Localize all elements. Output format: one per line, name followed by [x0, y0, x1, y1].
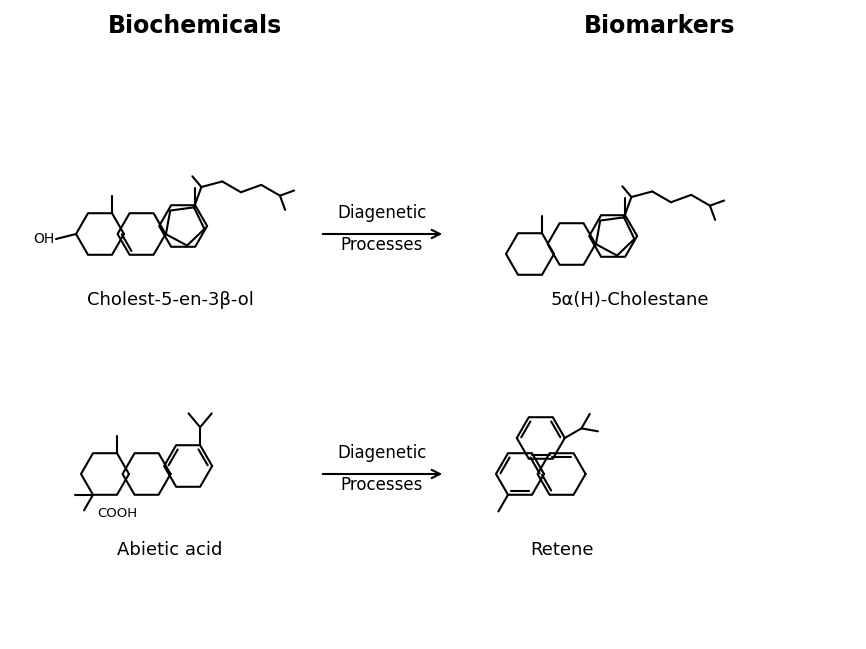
Text: Retene: Retene [530, 541, 593, 559]
Text: OH: OH [33, 232, 54, 246]
Text: Processes: Processes [341, 476, 423, 494]
Text: Diagenetic: Diagenetic [338, 204, 427, 222]
Text: COOH: COOH [97, 507, 137, 520]
Text: Processes: Processes [341, 236, 423, 254]
Text: Abietic acid: Abietic acid [117, 541, 223, 559]
Text: Cholest-5-en-3β-ol: Cholest-5-en-3β-ol [87, 291, 254, 309]
Text: Biomarkers: Biomarkers [585, 14, 736, 38]
Text: Biochemicals: Biochemicals [108, 14, 282, 38]
Text: 5α(H)-Cholestane: 5α(H)-Cholestane [551, 291, 709, 309]
Text: Diagenetic: Diagenetic [338, 444, 427, 462]
